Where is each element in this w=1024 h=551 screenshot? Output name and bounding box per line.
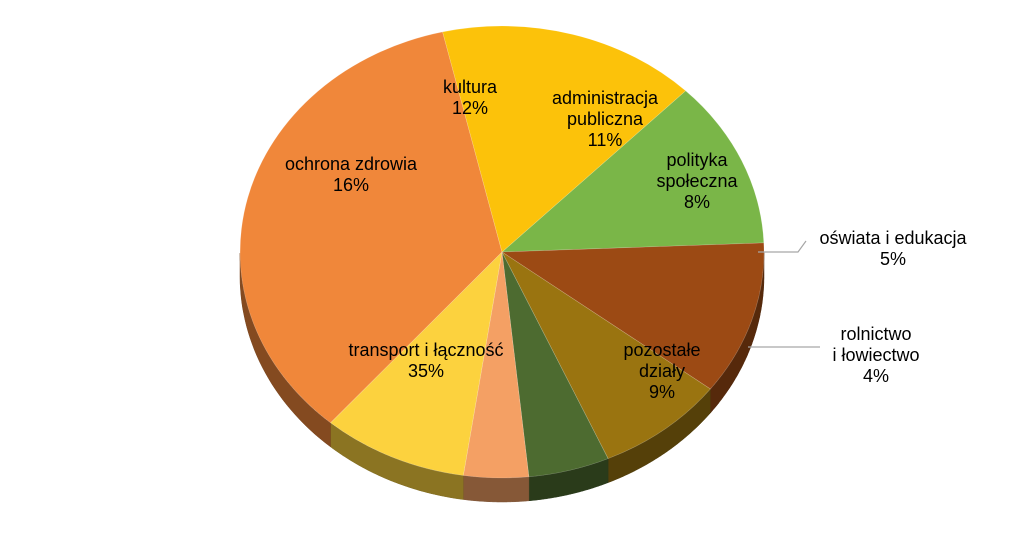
leader-line-3: [758, 240, 807, 253]
slice-name-3: oświata i edukacja: [819, 228, 967, 248]
slice-name-1: administracja: [552, 88, 659, 108]
slice-label-7: ochrona zdrowia 16%: [285, 154, 418, 195]
slice-label-5: pozostałe działy 9%: [623, 340, 700, 402]
slice-label-6: transport i łączność 35%: [348, 340, 503, 381]
slice-value-0: 12%: [452, 98, 488, 118]
slice-name-4: i łowiectwo: [832, 345, 919, 365]
slice-value-6: 35%: [408, 361, 444, 381]
slice-name-5: pozostałe: [623, 340, 700, 360]
slice-value-3: 5%: [880, 249, 906, 269]
slice-name-4: rolnictwo: [840, 324, 911, 344]
slice-label-1: administracja publiczna 11%: [552, 88, 659, 150]
pie-slice-6: [239, 31, 503, 424]
slice-label-4: rolnictwo i łowiectwo 4%: [832, 324, 919, 386]
pie-labels: kultura 12% administracja publiczna 11%polit…: [285, 77, 968, 402]
pie-slice-3: [501, 251, 609, 478]
slice-label-2: polityka społeczna 8%: [656, 150, 738, 212]
slice-name-2: społeczna: [656, 171, 738, 191]
pie-side-4: [463, 475, 530, 503]
slice-value-4: 4%: [863, 366, 889, 386]
pie-slice-0: [501, 90, 765, 253]
pie-slice-5: [330, 251, 503, 476]
slice-value-1: 11%: [588, 130, 623, 150]
pie-slice-2: [501, 251, 711, 459]
pie-slice-7: [442, 25, 687, 253]
slice-name-2: polityka: [666, 150, 728, 170]
slice-name-7: ochrona zdrowia: [285, 154, 418, 174]
slice-label-0: kultura 12%: [443, 77, 498, 118]
slice-name-5: działy: [639, 361, 685, 381]
slice-name-1: publiczna: [567, 109, 644, 129]
slice-name-6: transport i łączność: [348, 340, 503, 360]
pie-slice-1: [501, 242, 765, 390]
pie-side-6: [239, 253, 331, 448]
slice-value-2: 8%: [684, 192, 710, 212]
pie-side-walls: [239, 252, 765, 503]
slice-label-3: oświata i edukacja 5%: [819, 228, 967, 269]
slice-value-5: 9%: [649, 382, 675, 402]
slice-name-0: kultura: [443, 77, 498, 97]
slice-value-7: 16%: [333, 175, 369, 195]
pie-slice-4: [462, 251, 530, 479]
pie-slices: [239, 25, 765, 479]
